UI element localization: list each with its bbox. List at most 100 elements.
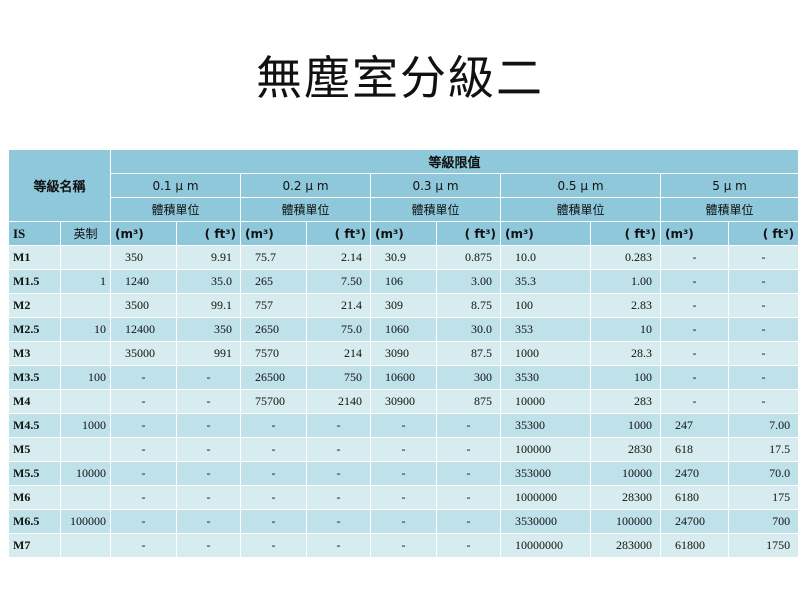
value-ft3-cell: - — [436, 437, 502, 462]
value-ft3-cell: 7.00 — [728, 413, 800, 438]
value-ft3-cell: - — [436, 461, 502, 486]
is-class-cell: M7 — [8, 533, 61, 558]
value-ft3-cell: - — [306, 437, 372, 462]
value-m3-cell: - — [370, 461, 438, 486]
imperial-class-cell: 100 — [59, 365, 112, 390]
value-ft3-cell: - — [306, 461, 372, 486]
value-m3-cell: 35.3 — [500, 269, 592, 294]
value-m3-cell: 1000 — [500, 341, 592, 366]
value-ft3-cell: - — [436, 413, 502, 438]
table-row: M5.5 10000- - - - - -353000 10000 2470 70.0 — [8, 461, 800, 486]
value-m3-cell: - — [110, 437, 178, 462]
value-m3-cell: - — [240, 509, 308, 534]
value-ft3-cell: 1750 — [728, 533, 800, 558]
value-ft3-cell: 350 — [176, 317, 242, 342]
value-m3-cell: 350 — [110, 245, 178, 270]
value-ft3-cell: 175 — [728, 485, 800, 510]
value-ft3-cell: - — [728, 317, 800, 342]
value-m3-cell: 10600 — [370, 365, 438, 390]
is-class-cell: M5 — [8, 437, 61, 462]
is-header: IS — [8, 221, 61, 246]
value-m3-cell: - — [240, 461, 308, 486]
value-m3-cell: 618 — [660, 437, 730, 462]
value-m3-cell: - — [660, 341, 730, 366]
value-ft3-cell: 10 — [590, 317, 662, 342]
imperial-class-cell — [59, 341, 112, 366]
value-ft3-cell: 7.50 — [306, 269, 372, 294]
value-ft3-cell: 10000 — [590, 461, 662, 486]
value-m3-cell: 7570 — [240, 341, 308, 366]
volume-unit-label: 體積單位 — [660, 197, 800, 222]
value-m3-cell: - — [370, 413, 438, 438]
size-header: 0.5 μ m — [500, 173, 662, 198]
value-ft3-cell: 2830 — [590, 437, 662, 462]
unit-ft3: ( ft³) — [176, 221, 242, 246]
value-m3-cell: 10000000 — [500, 533, 592, 558]
value-ft3-cell: 0.283 — [590, 245, 662, 270]
table-row: M1.5 1 1240 35.0 265 7.50 106 3.00 35.3 1.00- - — [8, 269, 800, 294]
value-ft3-cell: - — [436, 485, 502, 510]
value-ft3-cell: 35.0 — [176, 269, 242, 294]
value-m3-cell: - — [110, 365, 178, 390]
value-ft3-cell: - — [728, 269, 800, 294]
value-ft3-cell: 1000 — [590, 413, 662, 438]
imperial-class-cell — [59, 485, 112, 510]
value-ft3-cell: - — [728, 341, 800, 366]
value-ft3-cell: 99.1 — [176, 293, 242, 318]
imperial-class-cell — [59, 293, 112, 318]
table-row: M1 350 9.91 75.7 2.14 30.9 0.875 10.0 0.283- - — [8, 245, 800, 270]
is-class-cell: M3 — [8, 341, 61, 366]
value-m3-cell: 247 — [660, 413, 730, 438]
value-ft3-cell: 8.75 — [436, 293, 502, 318]
value-m3-cell: - — [370, 533, 438, 558]
size-header: 0.1 μ m — [110, 173, 242, 198]
value-m3-cell: - — [110, 533, 178, 558]
value-m3-cell: 1060 — [370, 317, 438, 342]
value-m3-cell: - — [660, 269, 730, 294]
value-m3-cell: 30900 — [370, 389, 438, 414]
value-m3-cell: - — [370, 437, 438, 462]
is-class-cell: M6.5 — [8, 509, 61, 534]
value-ft3-cell: 1.00 — [590, 269, 662, 294]
value-m3-cell: - — [660, 245, 730, 270]
value-ft3-cell: 9.91 — [176, 245, 242, 270]
value-m3-cell: 75700 — [240, 389, 308, 414]
value-ft3-cell: - — [728, 293, 800, 318]
value-m3-cell: 757 — [240, 293, 308, 318]
value-ft3-cell: - — [728, 365, 800, 390]
value-m3-cell: 3530 — [500, 365, 592, 390]
imperial-class-cell: 100000 — [59, 509, 112, 534]
value-ft3-cell: - — [176, 533, 242, 558]
value-ft3-cell: 75.0 — [306, 317, 372, 342]
value-m3-cell: 106 — [370, 269, 438, 294]
is-class-cell: M4.5 — [8, 413, 61, 438]
value-m3-cell: - — [660, 317, 730, 342]
table-row: M4.5 1000- - - - - -35300 1000 247 7.00 — [8, 413, 800, 438]
imperial-class-cell: 1 — [59, 269, 112, 294]
value-m3-cell: 26500 — [240, 365, 308, 390]
imperial-class-cell — [59, 389, 112, 414]
value-ft3-cell: - — [728, 389, 800, 414]
value-m3-cell: - — [240, 437, 308, 462]
value-m3-cell: 24700 — [660, 509, 730, 534]
value-ft3-cell: - — [436, 533, 502, 558]
value-m3-cell: - — [660, 365, 730, 390]
value-m3-cell: 353 — [500, 317, 592, 342]
value-ft3-cell: 87.5 — [436, 341, 502, 366]
value-ft3-cell: - — [306, 485, 372, 510]
imperial-class-cell: 10000 — [59, 461, 112, 486]
value-m3-cell: - — [110, 509, 178, 534]
unit-ft3: ( ft³) — [436, 221, 502, 246]
value-ft3-cell: 283000 — [590, 533, 662, 558]
value-m3-cell: 353000 — [500, 461, 592, 486]
value-m3-cell: 3530000 — [500, 509, 592, 534]
value-ft3-cell: 100 — [590, 365, 662, 390]
value-ft3-cell: - — [306, 509, 372, 534]
is-class-cell: M2.5 — [8, 317, 61, 342]
value-ft3-cell: - — [176, 509, 242, 534]
is-class-cell: M1 — [8, 245, 61, 270]
table-row: M3 35000 991 7570 214 3090 87.5 1000 28.3- - — [8, 341, 800, 366]
value-ft3-cell: - — [436, 509, 502, 534]
value-ft3-cell: 0.875 — [436, 245, 502, 270]
value-m3-cell: 3500 — [110, 293, 178, 318]
